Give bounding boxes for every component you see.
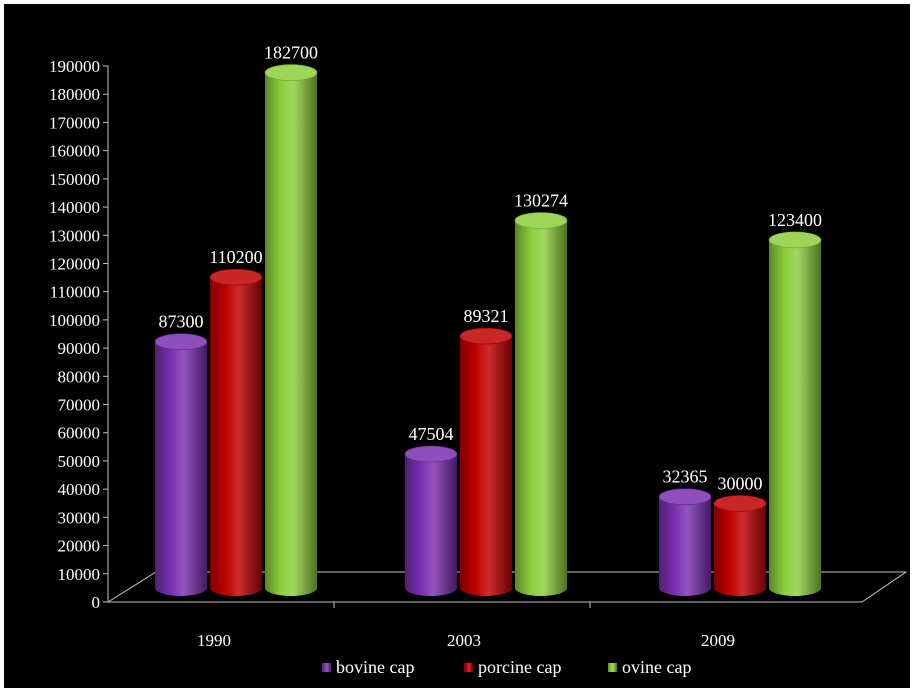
y-tick-label: 0: [92, 593, 101, 612]
bar-cap-bovine-cap-1990: [154, 333, 208, 351]
bar-cap-porcine-cap-2009: [713, 495, 767, 512]
y-tick-label: 50000: [58, 452, 101, 471]
legend-swatch: [464, 663, 473, 672]
y-tick-label: 70000: [58, 396, 101, 415]
y-tick-label: 120000: [49, 254, 100, 273]
bar-cap-ovine-cap-2003: [514, 212, 568, 229]
y-tick-label: 110000: [50, 283, 100, 302]
data-label: 30000: [718, 473, 763, 493]
bars: [154, 64, 822, 597]
x-tick-label: 2003: [447, 631, 481, 650]
bar-ovine-cap-1990: [265, 72, 317, 596]
y-tick-label: 90000: [58, 339, 101, 358]
bar-ovine-cap-2009: [769, 239, 821, 596]
chart-frame: 0 10000 20000 30000 40000 50000 60000 70000 8000…: [4, 4, 910, 688]
bar-bovine-cap-2009: [659, 496, 711, 596]
y-axis: 0 10000 20000 30000 40000 50000 60000 70000 8000…: [49, 57, 109, 612]
y-tick-label: 10000: [58, 565, 101, 584]
bar-bovine-cap-2003: [405, 453, 457, 596]
y-tick-label: 160000: [49, 142, 100, 161]
bar-cap-ovine-cap-2009: [768, 231, 822, 249]
y-tick-label: 150000: [49, 170, 100, 189]
bar-cap-bovine-cap-2003: [404, 445, 458, 463]
y-tick-label: 30000: [58, 508, 101, 527]
x-tick-label: 1990: [197, 631, 231, 650]
floor-outline: [106, 571, 908, 603]
x-axis: 1990 2003 2009: [197, 602, 735, 650]
bar-cap-porcine-cap-1990: [209, 268, 263, 286]
data-label: 130274: [514, 190, 568, 210]
y-tick-label: 140000: [49, 198, 100, 217]
bar-porcine-cap-1990: [210, 277, 262, 596]
bar-cap-ovine-cap-1990: [264, 64, 318, 81]
y-tick-label: 190000: [49, 57, 100, 76]
legend-label: ovine cap: [622, 657, 691, 677]
y-tick-label: 60000: [58, 424, 101, 443]
data-label: 47504: [409, 424, 454, 444]
data-label: 182700: [264, 43, 318, 63]
data-label: 110200: [209, 247, 262, 267]
bar-chart: 0 10000 20000 30000 40000 50000 60000 70000 8000…: [49, 43, 908, 677]
y-tick-label: 130000: [49, 226, 100, 245]
bar-porcine-cap-2009: [714, 503, 766, 596]
legend-label: porcine cap: [478, 657, 561, 677]
bar-cap-bovine-cap-2009: [658, 488, 712, 505]
bar-porcine-cap-2003: [460, 336, 512, 596]
bar-cap-porcine-cap-2003: [459, 327, 513, 345]
y-tick-label: 40000: [58, 480, 101, 499]
legend: bovine cap porcine cap ovine cap: [322, 657, 691, 677]
bar-ovine-cap-2003: [515, 220, 567, 597]
bar-bovine-cap-1990: [155, 341, 207, 596]
chart-floor: [106, 571, 908, 603]
data-label: 87300: [159, 312, 204, 332]
y-tick-label: 180000: [49, 85, 100, 104]
y-tick-label: 100000: [49, 311, 100, 330]
x-tick-label: 2009: [701, 631, 735, 650]
data-label: 32365: [663, 467, 708, 487]
legend-swatch: [322, 663, 331, 672]
legend-swatch: [608, 663, 617, 672]
y-tick-label: 80000: [58, 367, 101, 386]
data-labels: 87300 110200 182700 47504 89321 130274 32365 30…: [159, 43, 823, 494]
data-label: 123400: [768, 210, 822, 230]
y-tick-label: 170000: [49, 113, 100, 132]
y-tick-label: 20000: [58, 537, 101, 556]
legend-label: bovine cap: [336, 657, 414, 677]
data-label: 89321: [464, 306, 509, 326]
